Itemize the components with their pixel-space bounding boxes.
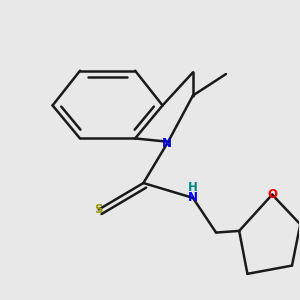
- Text: S: S: [94, 203, 103, 216]
- Text: N: N: [188, 191, 198, 204]
- Text: H: H: [188, 181, 198, 194]
- Text: N: N: [162, 137, 172, 150]
- Text: O: O: [267, 188, 277, 201]
